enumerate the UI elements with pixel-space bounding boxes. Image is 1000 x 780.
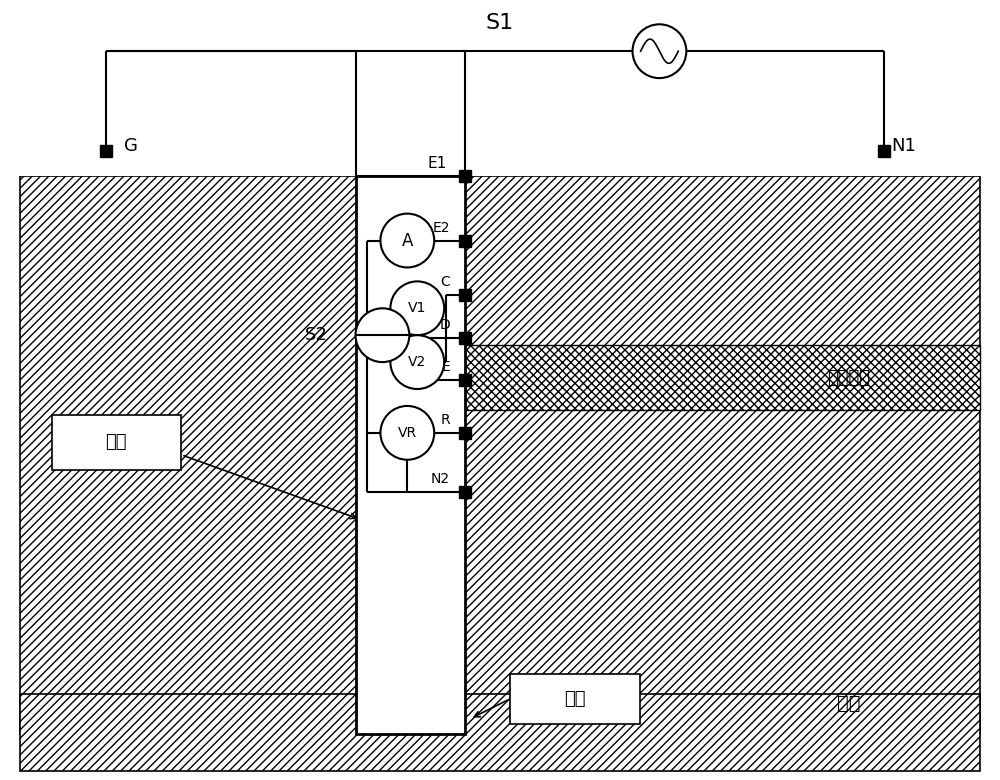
Circle shape: [380, 406, 434, 459]
Text: G: G: [124, 136, 138, 155]
Text: VR: VR: [398, 426, 417, 440]
Circle shape: [356, 308, 409, 362]
Bar: [2, 2, 356, 176]
Text: V2: V2: [408, 355, 426, 369]
Bar: [356, 2, 465, 176]
Bar: [20, 176, 373, 734]
Circle shape: [380, 214, 434, 268]
Circle shape: [633, 24, 686, 78]
Bar: [459, 170, 471, 182]
Bar: [465, 346, 980, 410]
Circle shape: [390, 335, 444, 389]
Text: C: C: [440, 275, 450, 289]
Bar: [510, 674, 640, 724]
Text: 套管: 套管: [106, 434, 127, 452]
Bar: [459, 374, 471, 386]
Text: E: E: [441, 360, 450, 374]
Bar: [459, 486, 471, 498]
Text: N1: N1: [892, 136, 916, 155]
Text: S2: S2: [305, 326, 328, 344]
Text: E1: E1: [428, 156, 447, 172]
Text: 套管: 套管: [564, 690, 585, 708]
Bar: [459, 289, 471, 301]
Bar: [459, 235, 471, 246]
Text: N2: N2: [431, 472, 450, 486]
Bar: [52, 415, 181, 470]
Bar: [459, 332, 471, 344]
Bar: [878, 145, 890, 157]
Text: 地层: 地层: [837, 694, 861, 714]
Bar: [463, 346, 465, 410]
Bar: [465, 2, 998, 176]
Text: 目标地层: 目标地层: [827, 368, 870, 387]
Bar: [465, 176, 980, 734]
Text: E2: E2: [433, 221, 450, 235]
Bar: [100, 145, 112, 157]
Text: A: A: [402, 232, 413, 250]
Bar: [20, 694, 980, 771]
Bar: [459, 427, 471, 439]
Circle shape: [390, 282, 444, 335]
Bar: [356, 176, 465, 734]
Text: R: R: [441, 413, 450, 427]
Text: V1: V1: [408, 301, 426, 315]
Text: D: D: [439, 318, 450, 332]
Text: S1: S1: [486, 13, 514, 34]
